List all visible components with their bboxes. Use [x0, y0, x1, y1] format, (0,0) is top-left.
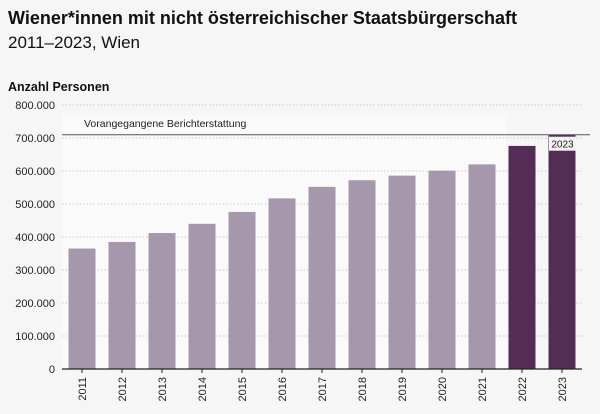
x-tick-label: 2014 [197, 377, 209, 401]
x-tick-label: 2021 [477, 377, 489, 401]
x-tick-label: 2016 [277, 377, 289, 401]
chart-title: Wiener*innen mit nicht österreichischer … [8, 8, 517, 28]
bar [68, 248, 96, 369]
x-tick-label: 2022 [517, 377, 529, 401]
x-tick-label: 2020 [437, 377, 449, 401]
bar [228, 211, 256, 369]
x-tick-label: 2018 [357, 377, 369, 401]
bar [508, 145, 536, 369]
bar [388, 175, 416, 369]
previous-reporting-label: Vorangegangene Berichterstattung [84, 118, 246, 130]
y-tick-label: 600.000 [15, 166, 55, 178]
bar [188, 223, 216, 369]
bar [428, 170, 456, 369]
bar [108, 241, 136, 369]
y-tick-label: 400.000 [15, 232, 55, 244]
chart-subtitle: 2011–2023, Wien [8, 33, 141, 52]
y-tick-label: 800.000 [15, 100, 55, 112]
x-tick-label: 2015 [237, 377, 249, 401]
reference-label-box [549, 136, 576, 151]
bar [308, 186, 336, 369]
bar [548, 134, 576, 369]
x-tick-label: 2011 [77, 377, 89, 401]
x-tick-label: 2013 [157, 377, 169, 401]
y-tick-label: 500.000 [15, 199, 55, 211]
y-tick-label: 300.000 [15, 265, 55, 277]
reference-line-label: 2023 [551, 140, 574, 151]
bar [148, 233, 176, 369]
y-tick-label: 100.000 [15, 331, 55, 343]
bar [468, 164, 496, 369]
y-tick-label: 200.000 [15, 298, 55, 310]
x-tick-label: 2017 [317, 377, 329, 401]
x-tick-label: 2019 [397, 377, 409, 401]
x-tick-label: 2023 [557, 377, 569, 401]
x-tick-label: 2012 [117, 377, 129, 401]
y-tick-label: 0 [49, 364, 55, 376]
bar [348, 180, 376, 369]
y-axis-label: Anzahl Personen [8, 80, 110, 94]
y-tick-label: 700.000 [15, 133, 55, 145]
bar [268, 198, 296, 369]
